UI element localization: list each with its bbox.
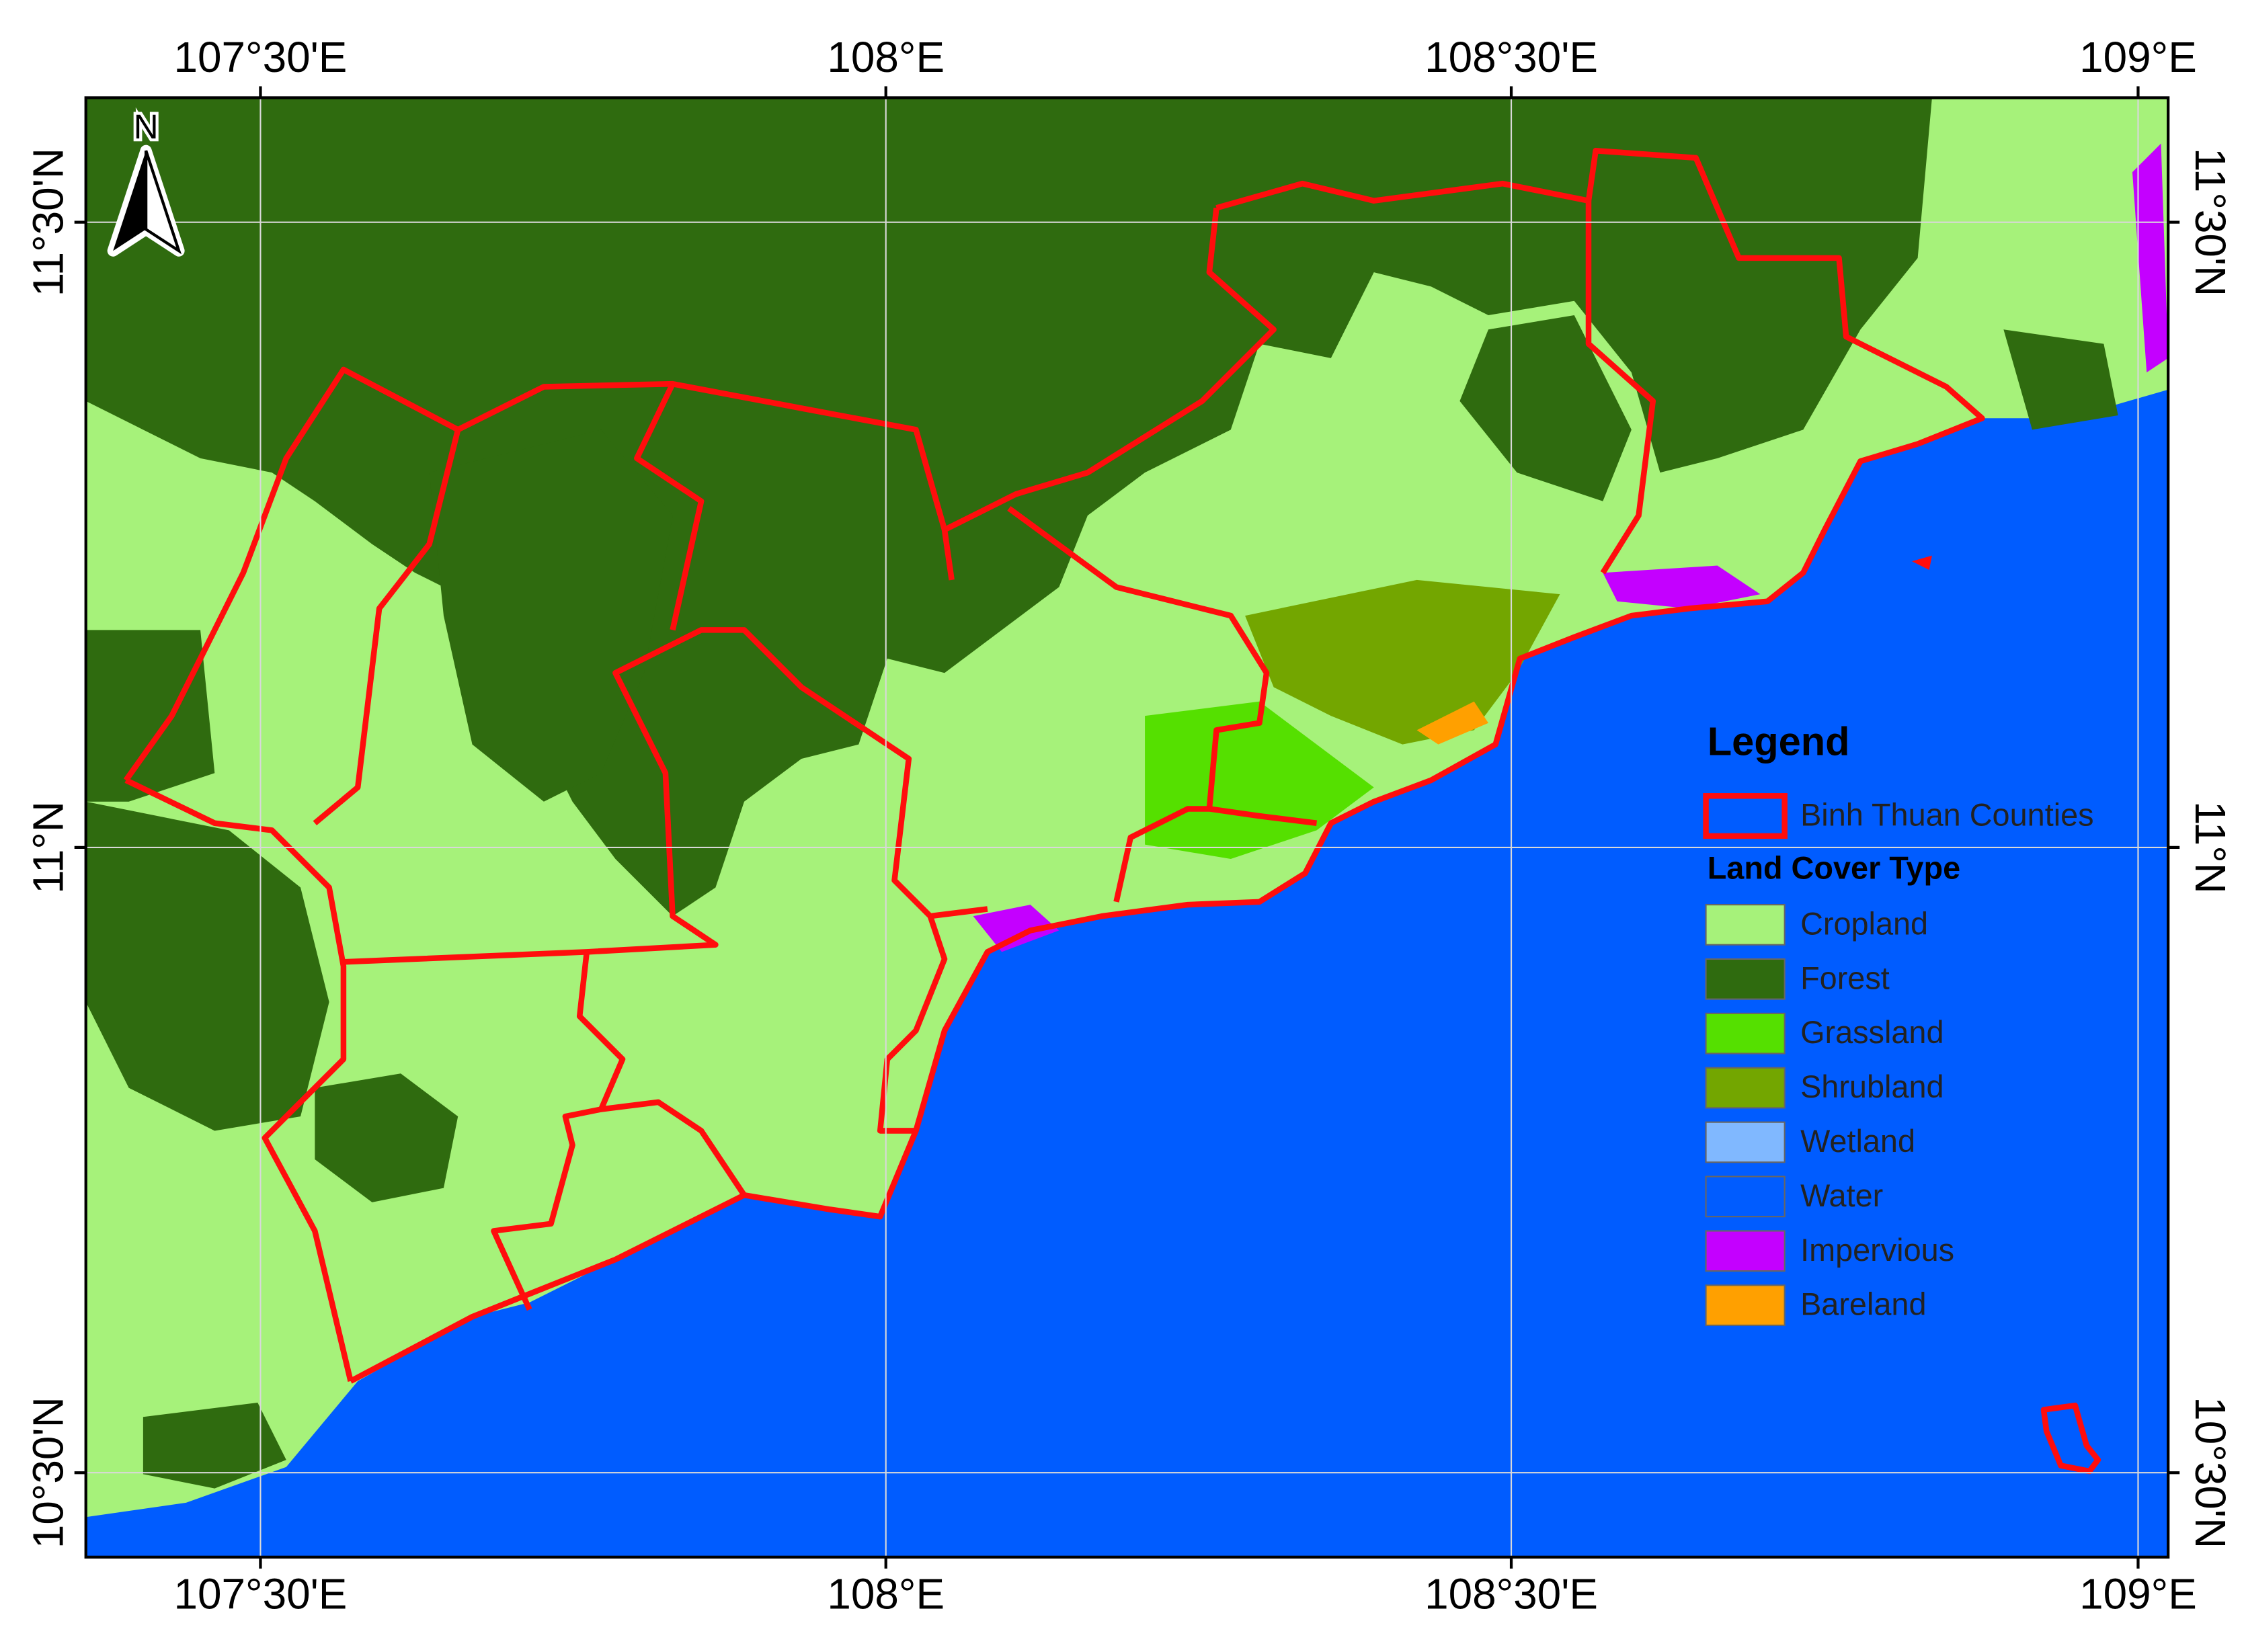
grass-areas <box>973 143 2169 952</box>
impervious <box>2132 143 2169 373</box>
longitude-label: 107°30'E <box>173 1569 347 1618</box>
longitude-label: 109°E <box>2079 33 2197 81</box>
graticule <box>85 97 2169 1557</box>
forest-areas <box>85 97 2118 1489</box>
forest <box>1459 315 1632 501</box>
bareland <box>1416 701 1488 745</box>
county-boundaries <box>123 147 2101 1475</box>
map-frame <box>84 96 2170 1559</box>
legend-swatch <box>1705 1230 1786 1272</box>
longitude-label: 107°30'E <box>173 33 347 81</box>
latitude-label: 11°30'N <box>24 148 73 296</box>
north-arrow: N <box>107 105 185 257</box>
legend-label: Grassland <box>1800 1015 1944 1050</box>
forest <box>2003 329 2118 430</box>
legend: Legend Binh Thuan Counties Land Cover Ty… <box>1703 718 2094 1327</box>
legend-title: Legend <box>1708 718 1850 763</box>
legend-label: Cropland <box>1800 906 1928 941</box>
boundary-swatch <box>1703 793 1788 839</box>
longitude-label: 108°30'E <box>1425 33 1598 81</box>
longitude-label: 108°30'E <box>1425 1569 1598 1618</box>
latitude-label: 11°30'N <box>2186 148 2235 296</box>
forest <box>85 630 215 802</box>
legend-label: Water <box>1800 1178 1883 1213</box>
forest <box>85 801 329 1131</box>
latitude-label: 11°N <box>24 801 73 894</box>
forest <box>429 429 673 802</box>
boundary <box>491 951 626 1311</box>
legend-section: Land Cover Type <box>1708 850 1960 885</box>
legend-label: Shrubland <box>1800 1069 1944 1104</box>
boundary <box>600 1099 747 1197</box>
latitude-label: 10°30'N <box>2186 1397 2235 1548</box>
latitude-label: 10°30'N <box>24 1397 73 1548</box>
legend-label: Forest <box>1800 960 1890 995</box>
legend-swatch <box>1705 958 1786 1000</box>
longitude-label: 108°E <box>827 33 945 81</box>
latitude-label: 11°N <box>2186 801 2235 894</box>
boundary <box>124 778 354 1382</box>
impervious <box>973 905 1059 952</box>
impervious <box>1603 565 1761 609</box>
legend-label: Binh Thuan Counties <box>1800 798 2094 833</box>
boundary <box>123 366 948 782</box>
legend-swatch <box>1705 904 1786 946</box>
longitude-label: 109°E <box>2079 1569 2197 1618</box>
legend-label: Bareland <box>1800 1287 1926 1322</box>
coast-boundary <box>349 441 1919 1384</box>
boundary <box>343 627 988 965</box>
grassland <box>1145 701 1374 859</box>
forest <box>315 1073 458 1202</box>
legend-swatch <box>1705 1012 1786 1055</box>
boundary <box>941 207 1277 581</box>
north-label: N <box>134 108 159 146</box>
boundary <box>313 429 461 826</box>
legend-label: Impervious <box>1800 1233 1954 1268</box>
legend-swatch <box>1705 1067 1786 1109</box>
island <box>2040 1402 2101 1475</box>
boundary <box>1585 200 1656 575</box>
boundary <box>634 382 705 631</box>
islet <box>1912 555 1932 570</box>
north-arrow-right <box>145 150 182 255</box>
north-arrow-left <box>113 151 147 251</box>
longitude-label: 108°E <box>827 1569 945 1618</box>
legend-swatch <box>1705 1121 1786 1163</box>
boundary <box>1113 806 1209 903</box>
legend-swatch <box>1705 1175 1786 1218</box>
boundary <box>1007 505 1318 826</box>
legend-swatch <box>1705 1284 1786 1327</box>
legend-label: Wetland <box>1800 1124 1915 1159</box>
forest <box>143 1402 286 1489</box>
shrubland <box>1245 579 1560 745</box>
boundary <box>1215 147 1985 447</box>
